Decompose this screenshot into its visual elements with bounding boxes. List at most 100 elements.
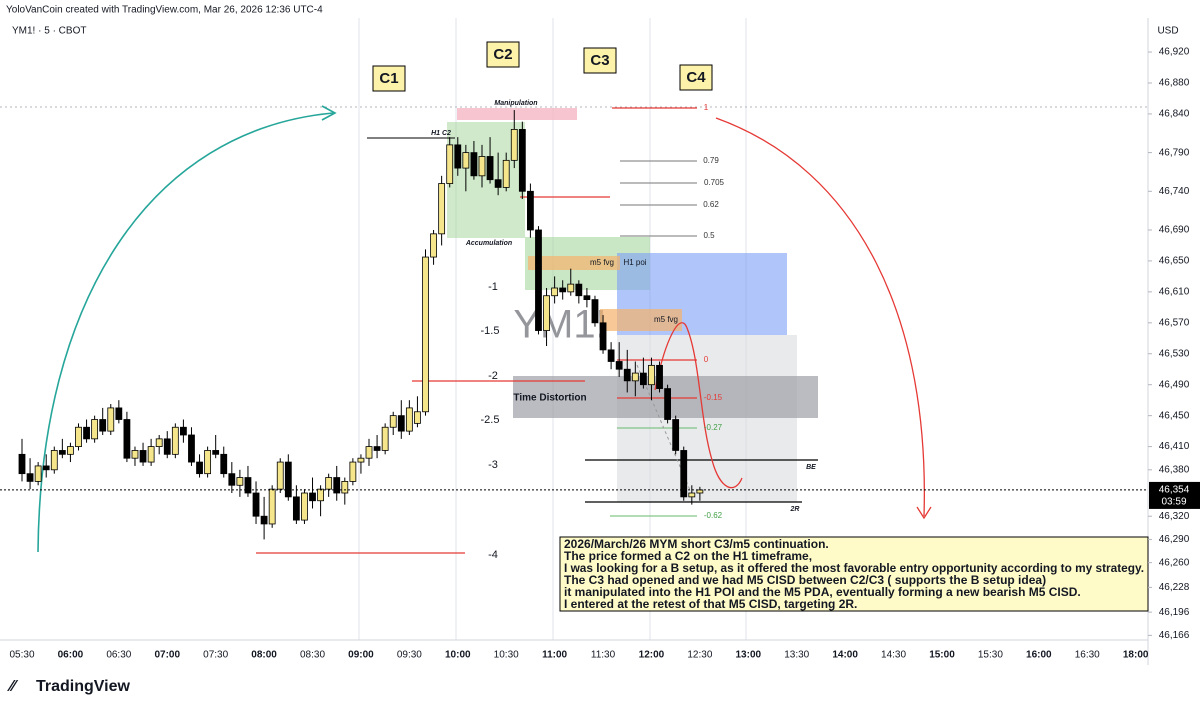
fib-label: -0.62 — [704, 511, 723, 520]
candle-body — [26, 473, 34, 482]
fib-label: 0.705 — [704, 178, 725, 187]
candle-body — [309, 492, 316, 502]
candle-body — [414, 411, 421, 424]
candle-body — [204, 450, 212, 475]
y-tick-label: 46,490 — [1159, 379, 1190, 390]
x-tick-label: 12:00 — [639, 650, 665, 661]
y-unit: USD — [1157, 26, 1178, 37]
candle-body — [615, 361, 623, 370]
candle-body — [656, 364, 663, 389]
candle-body — [131, 450, 139, 459]
candle-body — [607, 349, 615, 362]
x-tick-label: 09:00 — [348, 650, 374, 661]
std-label: -1 — [488, 281, 498, 293]
candle-body — [365, 446, 373, 459]
x-tick-label: 06:30 — [106, 650, 131, 661]
note-line: The C3 had opened and we had M5 CISD bet… — [564, 573, 1046, 587]
arc-arrow — [37, 112, 334, 553]
arc-arrow — [715, 117, 926, 517]
y-tick-label: 46,320 — [1159, 511, 1190, 522]
candle-body — [672, 419, 680, 451]
last-price-label: 46,354 — [1159, 485, 1190, 496]
candle-body — [75, 426, 82, 447]
candle-body — [268, 488, 276, 525]
x-tick-label: 13:30 — [784, 650, 809, 661]
candle-body — [405, 407, 413, 432]
x-tick-label: 11:00 — [542, 650, 567, 661]
candle-body — [212, 450, 220, 455]
candle-body — [67, 446, 74, 455]
candle-body — [527, 190, 534, 231]
candle-body — [389, 415, 397, 428]
y-tick-label: 46,650 — [1159, 256, 1190, 267]
y-tick-label: 46,260 — [1159, 557, 1190, 568]
candle-body — [50, 450, 58, 471]
candle-body — [373, 446, 381, 451]
y-tick-label: 46,410 — [1159, 441, 1190, 452]
x-tick-label: 14:30 — [881, 650, 906, 661]
candle-body — [438, 183, 446, 235]
candle-body — [58, 450, 66, 455]
candle-body — [163, 438, 171, 455]
annotation: Manipulation — [494, 100, 537, 107]
x-tick-label: 18:00 — [1123, 650, 1149, 661]
fib-label: 0.5 — [703, 231, 715, 240]
candle-body — [422, 256, 429, 413]
y-tick-label: 46,790 — [1159, 147, 1190, 158]
candle-body — [462, 152, 470, 169]
candle-body — [171, 426, 179, 455]
candle-body — [284, 461, 292, 498]
candle-body — [583, 295, 591, 301]
y-tick-label: 46,690 — [1159, 225, 1190, 236]
x-tick-label: 10:00 — [445, 650, 471, 661]
std-label: -2.5 — [481, 414, 500, 426]
candle-body — [454, 144, 462, 169]
candle-body — [567, 283, 575, 293]
fib-label: 0.62 — [703, 200, 719, 209]
x-tick-label: 07:30 — [203, 650, 228, 661]
x-tick-label: 15:00 — [929, 650, 955, 661]
candle-body — [599, 322, 607, 351]
candle-body — [381, 426, 389, 451]
candle-body — [99, 419, 107, 432]
candle-body — [478, 156, 486, 177]
x-tick-label: 07:00 — [154, 650, 180, 661]
x-tick-label: 12:30 — [687, 650, 712, 661]
x-tick-label: 10:30 — [494, 650, 519, 661]
candle-body — [494, 179, 502, 188]
candle-body — [688, 492, 696, 498]
fib-label: -0.27 — [704, 423, 723, 432]
y-tick-label: 46,196 — [1159, 607, 1190, 618]
candle-body — [510, 129, 518, 161]
annotation: 2R — [790, 506, 800, 513]
candle-body — [276, 461, 284, 490]
candle-body — [292, 496, 300, 521]
candle-body — [317, 488, 324, 502]
y-tick-label: 46,166 — [1159, 630, 1190, 641]
candle-body — [518, 129, 526, 192]
x-tick-label: 09:30 — [397, 650, 422, 661]
candle-body — [188, 434, 195, 463]
c-label: C3 — [590, 52, 609, 69]
note-line: 2026/March/26 MYM short C3/m5 continuati… — [564, 537, 829, 551]
candle-body — [575, 283, 583, 297]
path-line — [636, 364, 691, 491]
candle-body — [18, 453, 26, 475]
arrow-head — [321, 105, 337, 121]
fib-label: 1 — [704, 103, 709, 112]
candle-body — [260, 515, 268, 525]
note-line: The price formed a C2 on the H1 timefram… — [564, 549, 812, 563]
candle-body — [147, 446, 155, 463]
annotation: H1 C2 — [431, 130, 451, 137]
candle-body — [301, 492, 308, 521]
candle-body — [139, 450, 147, 463]
x-tick-label: 16:30 — [1075, 650, 1100, 661]
candle-boxes — [372, 41, 713, 92]
note-line: it manipulated into the H1 POI and the M… — [564, 585, 1081, 599]
y-tick-label: 46,570 — [1159, 317, 1190, 328]
x-tick-label: 05:30 — [9, 650, 34, 661]
candle-body — [83, 426, 90, 440]
candle-body — [179, 426, 187, 436]
candle-body — [34, 465, 42, 482]
c-label: C2 — [493, 46, 512, 63]
